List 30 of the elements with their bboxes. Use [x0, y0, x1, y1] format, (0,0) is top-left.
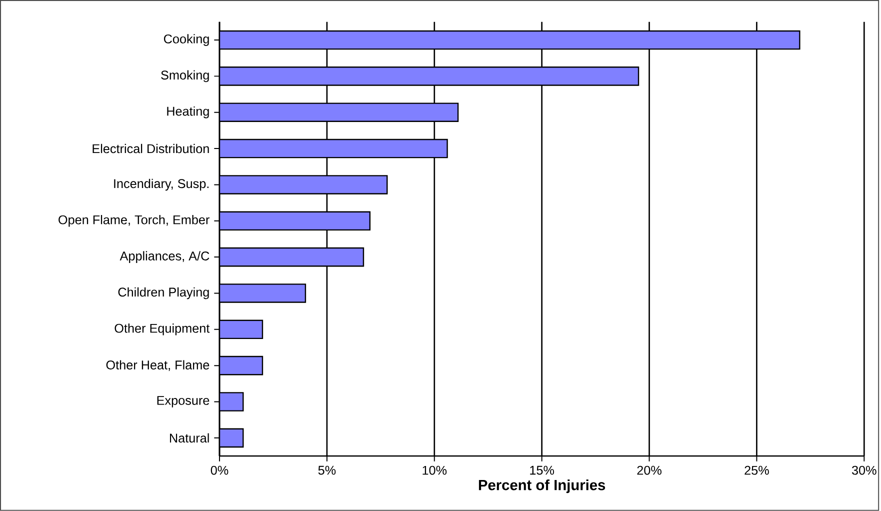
x-axis-title: Percent of Injuries [478, 480, 606, 494]
bar [220, 175, 388, 194]
bar [220, 211, 371, 231]
y-tick-label: Appliances, A/C [120, 251, 210, 264]
y-tick-label: Natural [170, 433, 209, 443]
bar [220, 66, 640, 86]
bar [220, 320, 264, 340]
bar [220, 102, 459, 122]
y-tick-label: Open Flame, Torch, Ember [58, 215, 210, 227]
x-tick-label: 10% [422, 466, 447, 475]
y-tick-label: Children Playing [118, 287, 209, 300]
x-tick-label: 15% [530, 466, 554, 475]
x-tick-label: 25% [744, 466, 769, 475]
bar [220, 247, 364, 267]
y-tick-label: Cooking [164, 34, 209, 46]
y-tick-label: Heating [167, 106, 209, 118]
x-tick-label: 30% [852, 466, 876, 475]
x-tick-label: 5% [318, 466, 336, 475]
bar [220, 138, 448, 158]
y-tick-label: Electrical Distribution [92, 144, 209, 154]
y-tick-label: Incendiary, Susp. [114, 178, 209, 191]
bar [220, 356, 264, 376]
bar [220, 30, 800, 50]
x-tick-label: 20% [637, 466, 662, 475]
x-tick-label: 0% [210, 466, 228, 475]
bar [220, 284, 306, 303]
y-tick-label: Smoking [161, 70, 209, 82]
y-tick-label: Other Heat, Flame [106, 360, 210, 372]
y-tick-label: Other Equipment [114, 324, 210, 336]
y-tick-label: Exposure [157, 396, 210, 408]
